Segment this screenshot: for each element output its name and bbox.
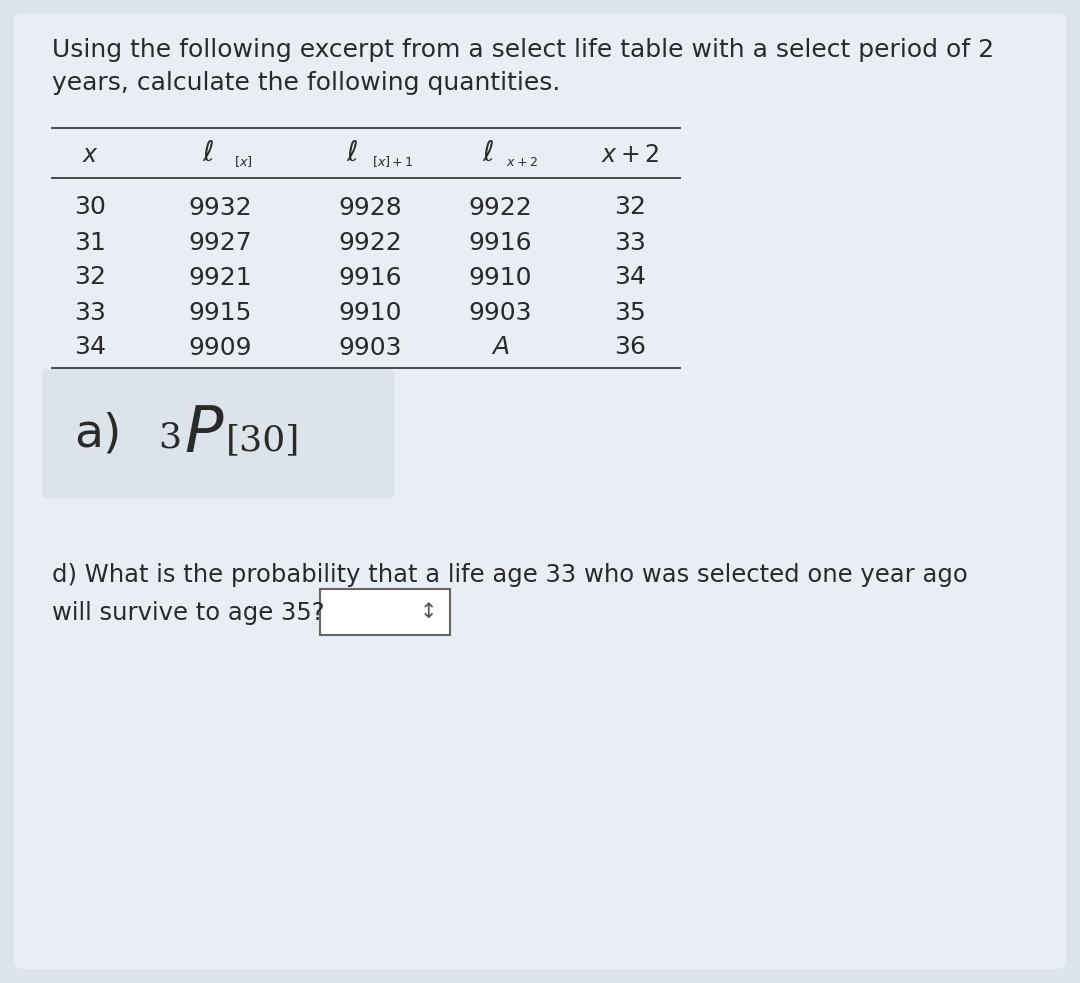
Text: years, calculate the following quantities.: years, calculate the following quantitie… <box>52 71 561 95</box>
Text: 9903: 9903 <box>338 336 402 360</box>
Text: $x+2$: $x+2$ <box>600 144 659 166</box>
Text: 9922: 9922 <box>338 231 402 255</box>
Text: ↕: ↕ <box>419 602 436 622</box>
Text: 9909: 9909 <box>188 336 252 360</box>
FancyBboxPatch shape <box>42 369 394 499</box>
FancyBboxPatch shape <box>14 13 1066 969</box>
Text: $36$: $36$ <box>613 336 646 360</box>
Text: 9922: 9922 <box>468 196 531 220</box>
Text: $\ell$: $\ell$ <box>482 140 494 166</box>
Text: Using the following excerpt from a select life table with a select period of 2: Using the following excerpt from a selec… <box>52 38 994 62</box>
Text: $31$: $31$ <box>75 232 106 255</box>
Text: $_{x+2}$: $_{x+2}$ <box>507 151 538 169</box>
Text: $_{[x]}$: $_{[x]}$ <box>234 151 253 169</box>
Text: $32$: $32$ <box>75 266 106 290</box>
Bar <box>320 589 450 635</box>
Text: $35$: $35$ <box>615 302 646 324</box>
Text: $33$: $33$ <box>75 302 106 324</box>
Text: $x$: $x$ <box>82 144 98 166</box>
Text: $\ell$: $\ell$ <box>346 140 359 166</box>
Text: $30$: $30$ <box>73 197 106 219</box>
Text: a): a) <box>75 412 121 456</box>
Text: $34$: $34$ <box>613 266 646 290</box>
Text: 9903: 9903 <box>469 301 531 325</box>
Text: $A$: $A$ <box>490 336 510 360</box>
Text: 9932: 9932 <box>188 196 252 220</box>
Text: $33$: $33$ <box>615 232 646 255</box>
Text: 9910: 9910 <box>469 266 531 290</box>
Text: 9915: 9915 <box>188 301 252 325</box>
Text: $32$: $32$ <box>615 197 646 219</box>
Text: will survive to age 35?: will survive to age 35? <box>52 601 325 625</box>
Text: $\mathit{P}$: $\mathit{P}$ <box>184 403 225 465</box>
Text: 3: 3 <box>158 421 181 455</box>
Text: 9916: 9916 <box>338 266 402 290</box>
Text: 9927: 9927 <box>188 231 252 255</box>
Text: $_{[x]+1}$: $_{[x]+1}$ <box>372 151 414 169</box>
Text: $\ell$: $\ell$ <box>202 140 214 166</box>
Text: d) What is the probability that a life age 33 who was selected one year ago: d) What is the probability that a life a… <box>52 563 968 587</box>
Text: 9928: 9928 <box>338 196 402 220</box>
Text: 9916: 9916 <box>469 231 531 255</box>
Text: [30]: [30] <box>226 423 300 457</box>
Text: 9910: 9910 <box>338 301 402 325</box>
Text: 9921: 9921 <box>188 266 252 290</box>
Text: $34$: $34$ <box>73 336 106 360</box>
